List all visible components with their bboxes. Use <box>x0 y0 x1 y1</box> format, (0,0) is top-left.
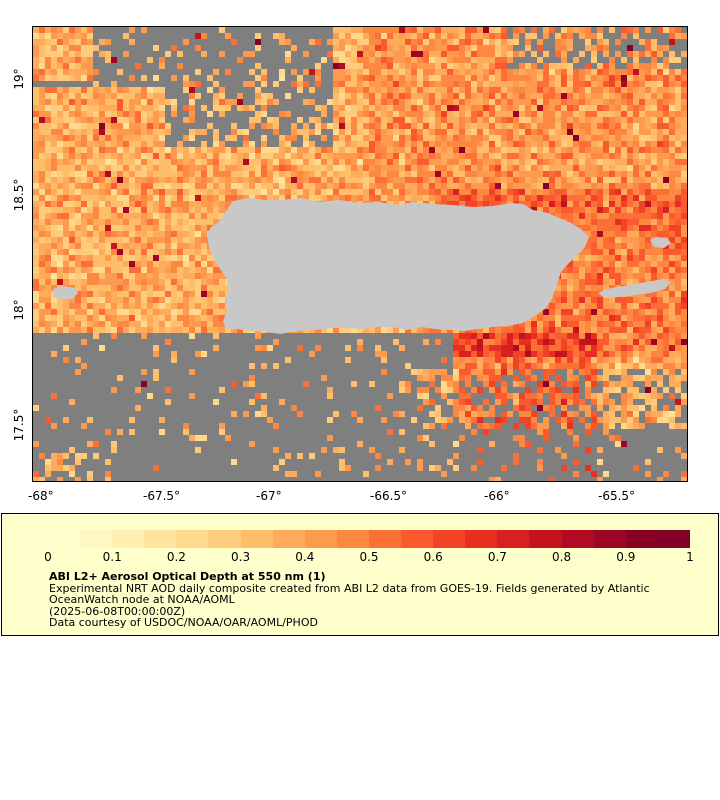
puerto-rico-landmass <box>207 198 589 334</box>
legend-date: (2025-06-08T00:00:00Z) <box>49 604 186 618</box>
y-tick-label: 18° <box>12 299 26 321</box>
colorbar-swatch <box>465 530 498 548</box>
mona-island <box>53 286 78 300</box>
legend-title: ABI L2+ Aerosol Optical Depth at 550 nm … <box>49 570 326 583</box>
aod-map <box>33 27 687 481</box>
colorbar-swatch <box>497 530 530 548</box>
colorbar-swatch <box>144 530 177 548</box>
y-tick-label: 18.5° <box>12 178 26 212</box>
colorbar-swatch <box>657 530 690 548</box>
colorbar <box>48 530 690 548</box>
culebra-island <box>650 237 671 248</box>
x-tick-label: -66.5° <box>370 489 408 503</box>
colorbar-tick-label: 0.2 <box>166 550 186 564</box>
legend-description: Experimental NRT AOD daily composite cre… <box>49 581 650 606</box>
colorbar-swatch <box>529 530 562 548</box>
colorbar-swatch <box>48 530 81 548</box>
colorbar-tick-label: 1 <box>686 550 694 564</box>
x-tick-label: -66° <box>484 489 510 503</box>
vieques-island <box>598 279 671 298</box>
x-tick-label: -68° <box>28 489 54 503</box>
colorbar-swatch <box>208 530 241 548</box>
colorbar-swatch <box>625 530 658 548</box>
colorbar-swatch <box>433 530 466 548</box>
x-tick-label: -67° <box>256 489 282 503</box>
colorbar-swatch <box>593 530 626 548</box>
colorbar-swatch <box>176 530 209 548</box>
colorbar-swatch <box>272 530 305 548</box>
x-tick-label: -65.5° <box>598 489 636 503</box>
y-tick-label: 19° <box>12 68 26 90</box>
colorbar-tick-label: 0.4 <box>295 550 315 564</box>
x-tick-label: -67.5° <box>143 489 181 503</box>
colorbar-tick-label: 0.6 <box>423 550 443 564</box>
colorbar-tick-label: 0 <box>44 550 52 564</box>
y-tick-label: 17.5° <box>12 408 26 442</box>
colorbar-swatch <box>304 530 337 548</box>
colorbar-tick-label: 0.7 <box>487 550 507 564</box>
colorbar-tick-label: 0.1 <box>102 550 122 564</box>
colorbar-swatch <box>368 530 402 548</box>
colorbar-tick-label: 0.5 <box>359 550 379 564</box>
colorbar-tick-label: 0.9 <box>616 550 636 564</box>
colorbar-tick-label: 0.8 <box>552 550 572 564</box>
colorbar-swatch <box>80 530 113 548</box>
colorbar-swatch <box>401 530 434 548</box>
legend-credit: Data courtesy of USDOC/NOAA/OAR/AOML/PHO… <box>49 616 318 629</box>
legend-panel: 0 0.1 0.2 0.3 0.4 0.5 0.6 0.7 0.8 0.9 1 ABI L2+ Ae… <box>1 513 719 636</box>
legend-text: ABI L2+ Aerosol Optical Depth at 550 nm … <box>49 571 689 629</box>
colorbar-swatch <box>561 530 594 548</box>
colorbar-tick-label: 0.3 <box>231 550 251 564</box>
colorbar-swatch <box>336 530 369 548</box>
map-frame <box>32 26 688 482</box>
colorbar-swatch <box>112 530 145 548</box>
colorbar-swatch <box>240 530 273 548</box>
